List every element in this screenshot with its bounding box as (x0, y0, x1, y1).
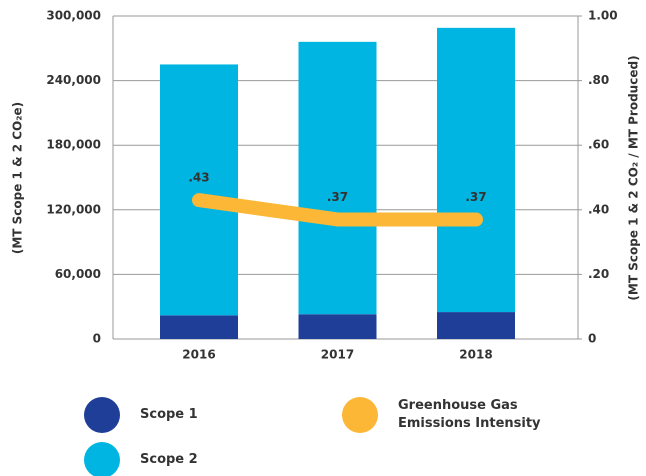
y-tick-label: 120,000 (46, 202, 101, 216)
x-tick-label: 2017 (321, 348, 354, 362)
legend-label: Scope 2 (140, 452, 198, 467)
bar (160, 315, 238, 339)
bar (160, 64, 238, 316)
data-label: .37 (327, 190, 348, 204)
legend-item: Scope 1 (84, 397, 320, 433)
line (192, 193, 483, 227)
y-tick-label: 300,000 (46, 9, 101, 23)
bar (437, 312, 515, 339)
x-tick-label: 2016 (182, 348, 215, 362)
y2-tick-label: 1.00 (588, 9, 618, 23)
y2-tick-label: .80 (588, 73, 609, 87)
y2-tick-label: .60 (588, 138, 609, 152)
y2-tick-label: 0 (588, 332, 596, 346)
legend-item: Scope 2 (84, 442, 320, 476)
y-axis-label: (MT Scope 1 & 2 CO₂e) (11, 102, 25, 254)
data-label: .43 (188, 171, 209, 185)
y2-tick-label: .40 (588, 202, 609, 216)
legend-item: Greenhouse Gas Emissions Intensity (342, 397, 578, 433)
data-label: .37 (465, 190, 486, 204)
bar (298, 41, 377, 315)
bar (298, 314, 377, 339)
y-tick-label: 180,000 (46, 138, 101, 152)
legend-label: Greenhouse Gas Emissions Intensity (398, 398, 541, 431)
x-tick-label: 2018 (459, 348, 492, 362)
y-tick-label: 60,000 (55, 267, 101, 281)
y2-axis-label: (MT Scope 1 & 2 CO₂ / MT Produced) (627, 55, 641, 300)
y-tick-label: 240,000 (46, 73, 101, 87)
bar (437, 27, 515, 313)
y-tick-label: 0 (93, 332, 101, 346)
y2-tick-label: .20 (588, 267, 609, 281)
legend-label: Scope 1 (140, 407, 198, 422)
legend-swatch (342, 397, 378, 433)
legend-swatch (84, 397, 120, 433)
legend-swatch (84, 442, 120, 476)
